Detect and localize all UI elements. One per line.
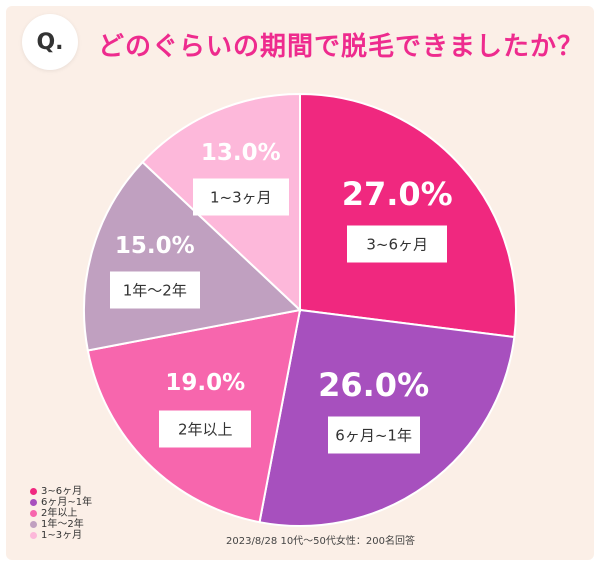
- legend-item: 6ヶ月~1年: [30, 497, 92, 508]
- slice-category-label: 6ヶ月~1年: [327, 416, 420, 454]
- slice-percent-label: 27.0%: [341, 175, 453, 214]
- legend-item: 1~3ヶ月: [30, 530, 92, 541]
- legend-swatch: [30, 488, 37, 495]
- slice-percent-label: 13.0%: [200, 140, 281, 167]
- survey-footnote: 2023/8/28 10代〜50代女性：200名回答: [226, 536, 415, 547]
- slice-percent-label: 15.0%: [114, 232, 195, 259]
- slice-percent-label: 19.0%: [165, 369, 246, 396]
- slice-category-label: 1~3ヶ月: [192, 178, 289, 216]
- question-badge: Q.: [22, 14, 78, 70]
- pie-slice: [299, 92, 517, 339]
- slice-category-label: 1年〜2年: [109, 271, 200, 309]
- legend-label: 1~3ヶ月: [41, 530, 83, 541]
- legend: 3~6ヶ月 6ヶ月~1年 2年以上 1年〜2年 1~3ヶ月: [30, 486, 92, 541]
- legend-label: 1年〜2年: [41, 519, 84, 530]
- legend-swatch: [30, 532, 37, 539]
- legend-swatch: [30, 521, 37, 528]
- legend-swatch: [30, 510, 37, 517]
- legend-label: 2年以上: [41, 508, 78, 519]
- legend-label: 3~6ヶ月: [41, 486, 83, 497]
- legend-item: 2年以上: [30, 508, 92, 519]
- legend-swatch: [30, 499, 37, 506]
- chart-title: どのぐらいの期間で脱毛できましたか？: [98, 32, 585, 62]
- slice-percent-label: 26.0%: [318, 366, 430, 405]
- slice-category-label: 3~6ヶ月: [347, 225, 448, 263]
- legend-item: 3~6ヶ月: [30, 486, 92, 497]
- legend-item: 1年〜2年: [30, 519, 92, 530]
- slice-category-label: 2年以上: [159, 410, 252, 448]
- legend-label: 6ヶ月~1年: [41, 497, 93, 508]
